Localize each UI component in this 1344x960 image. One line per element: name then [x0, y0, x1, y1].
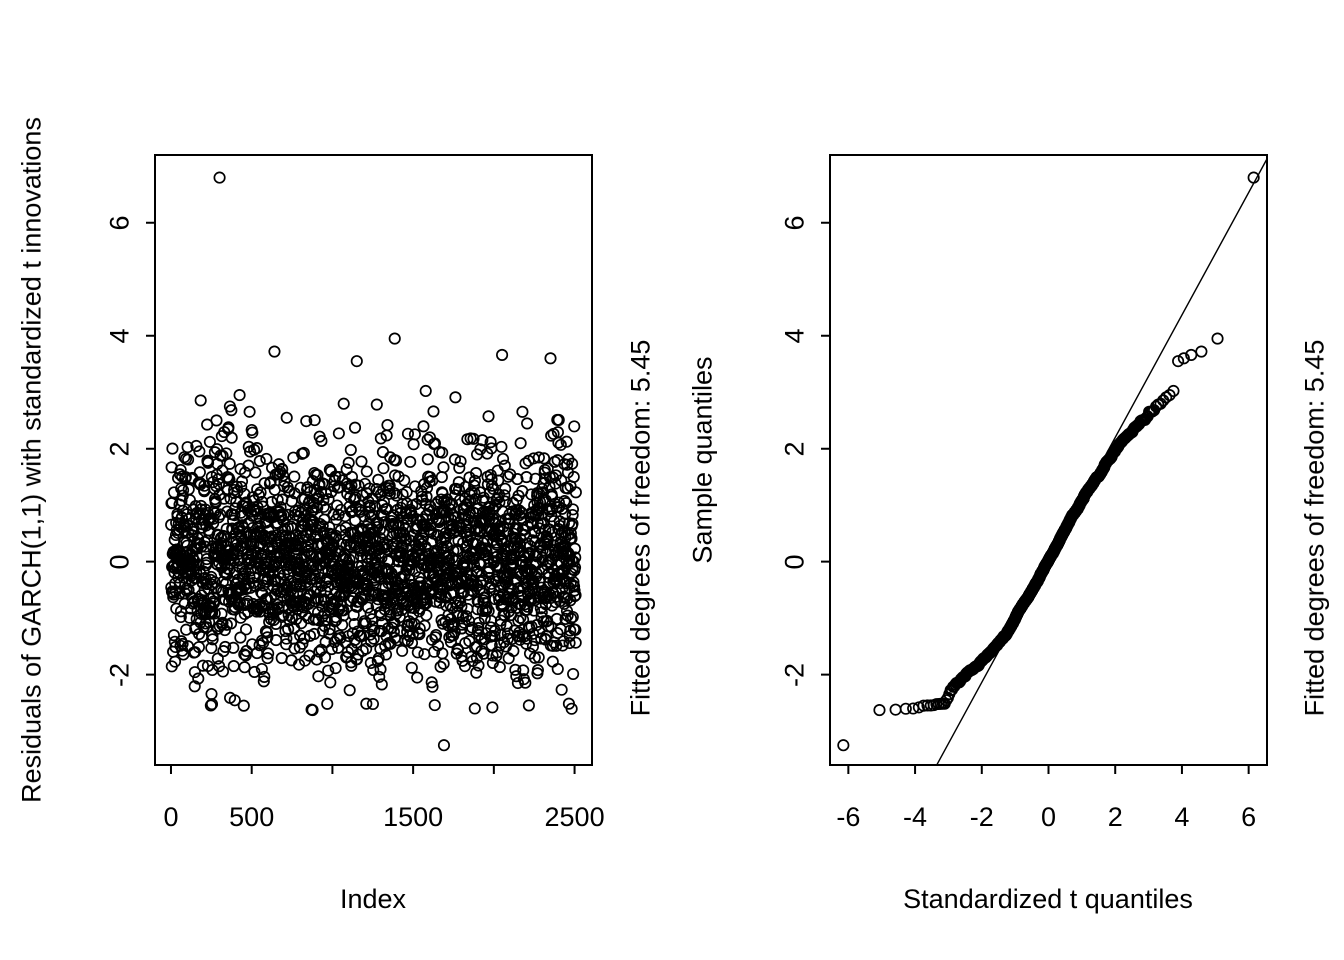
left-plot-y-axis-title: Residuals of GARCH(1,1) with standardize…	[16, 117, 47, 803]
right-plot-x-tick-label: -4	[903, 802, 928, 832]
left-plot-y-tick-label: 4	[104, 328, 135, 344]
left-plot-x-tick-label: 1500	[383, 802, 444, 832]
left-plot-x-tick-label: 0	[163, 802, 179, 832]
left-plot-x-axis-title: Index	[339, 884, 407, 914]
right-plot-y-tick-label: 6	[779, 215, 810, 231]
left-plot-x-tick-label: 500	[229, 802, 275, 832]
right-plot-y-axis-title: Sample quantiles	[687, 356, 718, 564]
right-plot-x-tick-label: 0	[1040, 802, 1057, 832]
right-plot-y-tick-label: 0	[779, 554, 810, 570]
right-plot-x-axis-title: Standardized t quantiles	[903, 884, 1193, 914]
right-plot-x-tick-label: -2	[969, 802, 994, 832]
left-plot-y-tick-label: 2	[104, 441, 135, 457]
right-plot-x-tick-label: 2	[1107, 802, 1123, 832]
left-plot-y-tick-label: 6	[104, 215, 135, 231]
right-plot-x-tick-label: 6	[1241, 802, 1257, 832]
right-plot-y-tick-label: 2	[779, 441, 810, 457]
right-plot-fitted-df-label: Fitted degrees of freedom: 5.45	[1299, 339, 1330, 717]
right-plot-x-tick-label: 4	[1174, 802, 1190, 832]
right-plot-x-tick-label: -6	[836, 802, 861, 832]
right-plot-y-tick-label: 4	[779, 328, 810, 344]
left-plot-y-tick-label: 0	[104, 554, 135, 570]
left-plot-fitted-df-label: Fitted degrees of freedom: 5.45	[625, 339, 656, 717]
right-plot-y-tick-label: -2	[779, 662, 810, 687]
left-plot-y-tick-label: -2	[104, 662, 135, 687]
left-plot-x-tick-label: 2500	[544, 802, 605, 832]
